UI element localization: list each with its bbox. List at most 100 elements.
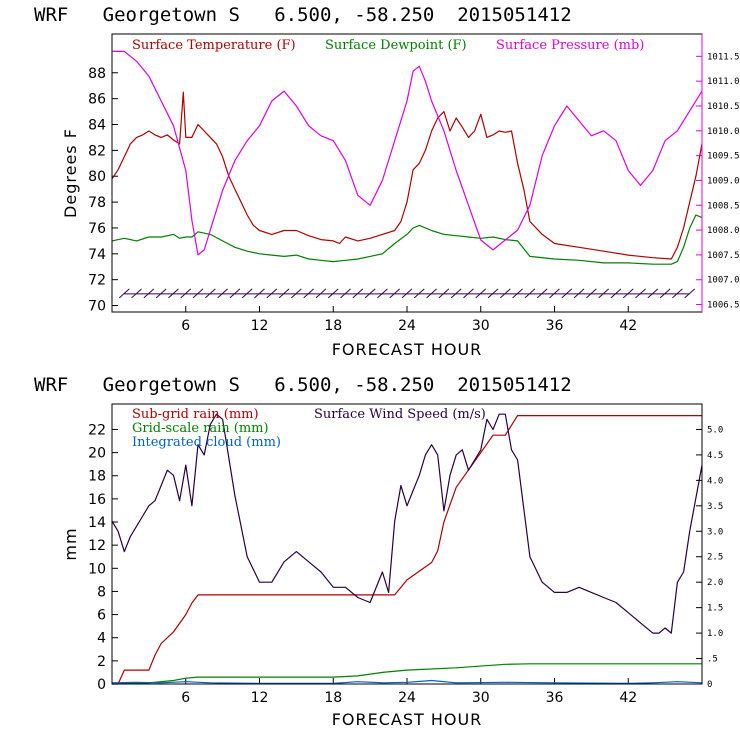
chart1-wind-barb [610,288,622,299]
chart1-wind-barb [192,288,204,299]
chart2-ytick-label: 8 [97,584,106,600]
chart2-legend-cloud: Integrated cloud (mm) [132,435,281,450]
chart1-frame [111,33,703,313]
chart2-y2tick-label: 2.5 [707,553,723,563]
chart2-ytick-label: 14 [88,515,106,531]
chart2-title: WRF Georgetown S 6.500, -58.250 20150514… [34,374,572,396]
chart1-xtick-label: 30 [472,318,490,334]
chart1-wind-barb [573,288,585,299]
chart1-xtick-label: 36 [546,318,564,334]
chart2-y2tick-label: 3.0 [707,527,723,537]
chart1-ylabel: Degrees F [61,128,80,218]
chart1-wind-barb [635,288,646,299]
chart1-wind-barb [389,288,401,299]
chart2-ytick-label: 18 [88,469,106,485]
chart1-wind-barb [586,288,597,299]
chart2-xtick-label: 36 [546,690,564,706]
chart1-wind-barb [377,288,388,299]
chart1-ytick-label: 74 [88,247,106,263]
chart1-wind-barb [512,288,523,299]
chart1-y2tick-label: 1009.0 [707,176,740,186]
chart2-y2tick-label: 4.0 [707,476,723,486]
chart2-ytick-label: 22 [88,422,106,438]
chart1-y2tick-label: 1011.0 [707,77,740,87]
chart2-y2tick-label: 5.0 [707,425,723,435]
chart1-wind-barb [622,288,634,299]
chart1-legend-temperature: Surface Temperature (F) [132,38,296,53]
chart1-wind-barb [315,288,327,299]
chart1-y2tick-label: 1007.5 [707,251,740,261]
chart1-title: WRF Georgetown S 6.500, -58.250 20150514… [34,4,572,26]
chart1-wind-barb [413,288,425,299]
chart2-xtick-label: 24 [398,690,416,706]
chart1-xtick-label: 18 [324,318,342,334]
chart1-wind-barb [180,288,192,299]
chart1-wind-barb [549,288,560,299]
chart1-legend-dewpoint: Surface Dewpoint (F) [325,38,467,53]
chart1-y2tick-label: 1008.0 [707,226,740,236]
chart2-xtick-label: 6 [181,690,190,706]
chart1-wind-barb [118,288,130,299]
chart1-wind-barb [143,288,155,299]
chart2-ytick-label: 2 [97,654,106,670]
chart2-xtick-label: 18 [324,690,342,706]
chart1-y2tick-label: 1007.0 [707,276,740,286]
chart1-wind-barb [131,288,142,299]
chart2-ytick-label: 0 [97,677,106,693]
chart2-y2tick-label: .5 [707,655,718,665]
chart2-y2tick-label: 0 [707,680,712,690]
chart1-wind-barb [672,288,683,299]
chart1-wind-barb [266,288,278,299]
chart2-y2tick-label: 4.5 [707,451,723,461]
chart2-plot: 6 12 18 24 30 36 4202468101214161820220.51.01.… [88,413,723,706]
chart1-ytick-label: 72 [88,273,106,289]
chart2-y2tick-label: 3.5 [707,502,723,512]
chart1-ytick-label: 86 [88,92,106,108]
chart1-wind-barb [291,288,302,299]
chart1-ytick-label: 84 [88,118,106,134]
chart1-wind-barb [229,288,241,299]
chart1-legend-pressure: Surface Pressure (mb) [496,38,644,53]
chart1-y2tick-label: 1011.5 [707,52,740,62]
chart2-y2tick-label: 1.5 [707,604,723,614]
chart2-legend-gridscale: Grid-scale rain (mm) [132,421,269,436]
chart1-wind-barb [659,288,671,299]
chart2-legend-subgrid: Sub-grid rain (mm) [132,407,259,422]
chart1-wind-barb [204,288,216,299]
chart1-ytick-label: 80 [88,169,106,185]
chart2-y2tick-label: 2.0 [707,578,723,588]
chart2-xlabel: FORECAST HOUR [332,710,483,729]
chart1-wind-barb [647,288,659,299]
chart1-wind-barb [475,288,487,299]
chart1-y2tick-label: 1006.5 [707,301,740,311]
chart1-wind-barb [241,288,253,299]
chart1-wind-barb [426,288,437,299]
chart1-wind-barb [168,288,179,299]
chart2-ytick-label: 4 [97,631,106,647]
chart1-ytick-label: 82 [88,143,106,159]
chart1-wind-barb [450,288,462,299]
chart1-plot: 6 12 18 24 30 36 42 70 72 74 76 78 80 82 84 86 88 1006.5 1… [88,50,740,334]
chart2-ylabel: mm [61,527,80,560]
chart1-ytick-label: 88 [88,66,106,82]
chart1-wind-barb [536,288,548,299]
chart1-wind-barb [561,288,573,299]
chart1-ytick-label: 78 [88,195,106,211]
chart1-y2tick-label: 1008.5 [707,201,740,211]
chart1-y2tick-label: 1010.5 [707,102,740,112]
chart1-wind-barb [254,288,265,299]
chart1-y2tick-label: 1010.0 [707,127,740,137]
chart2-wind-speed-line [111,413,703,634]
chart1-y2tick-label: 1009.5 [707,152,740,162]
chart1-temperature-line [111,91,703,260]
chart1-wind-barb [364,288,376,299]
chart1-wind-barb [463,288,474,299]
chart1-wind-barb [438,288,450,299]
chart2-xtick-label: 12 [251,690,269,706]
chart2-ytick-label: 16 [88,492,106,508]
chart2-frame [111,403,703,685]
chart1-xtick-label: 12 [251,318,269,334]
chart1-wind-barb [340,288,351,299]
chart1-wind-barb [524,288,536,299]
